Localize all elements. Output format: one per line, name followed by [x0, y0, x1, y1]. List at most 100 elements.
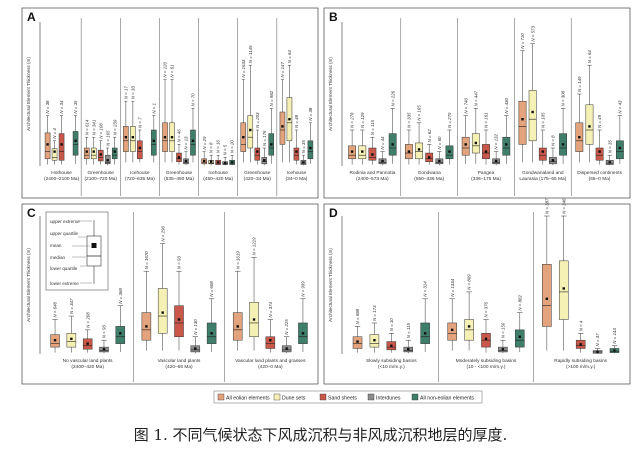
box: N = 176: [261, 130, 268, 166]
box: N = 61: [169, 64, 175, 163]
box: N = 374: [265, 301, 276, 353]
box: N = 225: [281, 319, 292, 354]
group-label: (>100 m/m.y.): [566, 364, 596, 370]
box-body: [157, 288, 168, 334]
box: N = 115: [403, 322, 413, 354]
group-label: Icehouse: [287, 170, 307, 176]
box-mean: [202, 159, 206, 163]
box-mean: [138, 146, 142, 150]
box: N = 710: [518, 33, 527, 163]
group: Vascular land plants and grasses(420–0 M…: [224, 212, 308, 382]
n-label: N = 93: [177, 256, 182, 270]
box: N = 149: [575, 76, 584, 163]
n-label: N = 614: [84, 119, 89, 135]
n-label: N = 1334: [450, 278, 455, 297]
box-mean: [391, 143, 394, 146]
box: N = 43: [615, 100, 624, 164]
group: Slowly subsiding basins(<10 m/m.y.) N = 6…: [352, 281, 430, 370]
n-label: N = 308: [561, 90, 566, 106]
box-mean: [124, 136, 128, 139]
n-label: N = 132: [494, 134, 499, 150]
box-mean: [53, 339, 57, 342]
box: N = 37: [592, 333, 603, 354]
box-mean: [613, 349, 616, 352]
n-label: N = 430: [504, 98, 509, 114]
panel-b: B Architectural Element Thickness (m) Rodi…: [323, 7, 631, 199]
group-label: Dispersed continents: [577, 170, 622, 176]
box-mean: [230, 161, 234, 164]
n-label: N = 376: [484, 301, 489, 317]
box-mean: [407, 347, 410, 351]
box-mean: [484, 150, 488, 153]
box: N = 147: [279, 62, 286, 163]
legend-item: Sand sheets: [319, 393, 357, 402]
box: N = 120: [162, 62, 168, 163]
panel-letter: B: [329, 10, 338, 24]
group-label: Vascular land plants: [158, 358, 201, 364]
panel-letter: A: [27, 10, 36, 24]
n-label: N = 35: [73, 100, 78, 114]
n-label: N = 64: [587, 50, 592, 64]
key-upper-quartile: upper quartile: [50, 231, 79, 236]
panel-letter: D: [329, 206, 338, 220]
box: N = 143: [609, 328, 620, 354]
box-mean: [474, 141, 478, 145]
box: N = 341: [90, 119, 97, 165]
n-label: N = 7: [137, 117, 142, 128]
box-body: [90, 147, 97, 160]
n-label: N = 368: [118, 288, 123, 304]
box-body: [44, 132, 51, 160]
box: N = 38: [307, 107, 314, 164]
box: N = 150: [498, 322, 508, 354]
n-label: N = 150: [501, 322, 506, 338]
n-label: N = 882: [517, 295, 522, 311]
n-label: N = 176: [262, 130, 267, 146]
n-label: N = 70: [191, 93, 196, 107]
key-lower-quartile: lower quartile: [50, 266, 78, 271]
box-mean: [145, 325, 148, 328]
box-mean: [184, 159, 188, 163]
box: N = 38: [44, 100, 51, 165]
box-body: [595, 147, 604, 161]
box: N = 278: [348, 112, 357, 165]
box: N = 29: [201, 136, 207, 166]
box-mean: [545, 297, 549, 300]
box-mean: [119, 332, 122, 335]
box-mean: [464, 143, 467, 146]
n-label: N = 62: [427, 129, 432, 143]
n-label: N = 982: [269, 90, 274, 106]
box-body: [518, 100, 527, 145]
box-mean: [505, 143, 508, 146]
key-mean: mean: [50, 243, 62, 248]
group-label: Gondwana: [418, 170, 442, 176]
group-label: (10 - <100 m/m.y.): [467, 364, 506, 370]
box-body: [538, 147, 547, 161]
box: N = 447: [471, 90, 480, 164]
box: N = 105: [538, 112, 547, 165]
box-mean: [85, 150, 88, 153]
box: N = 64: [286, 50, 293, 163]
box-body: [190, 129, 196, 156]
box-mean: [163, 136, 167, 139]
box: N = 35: [72, 100, 79, 164]
box-mean: [99, 153, 102, 156]
figure: A Architectural Element Thickness (m) Hoth…: [21, 7, 631, 404]
box-mean: [531, 110, 534, 114]
n-label: N = 290: [160, 226, 165, 242]
box-mean: [256, 150, 259, 153]
legend-item: All eolian elements: [217, 393, 270, 402]
box-mean: [356, 340, 359, 343]
legend-item: Dune sets: [273, 393, 306, 402]
n-label: N = 10: [389, 318, 394, 332]
box: N = 387: [542, 198, 552, 351]
legend-swatch: [273, 393, 281, 401]
box-body: [293, 147, 300, 161]
box: N = 93: [174, 256, 184, 351]
box-mean: [588, 125, 591, 128]
group-label: (2400–420 Ma): [71, 364, 104, 370]
box: N = 308: [559, 90, 567, 164]
box-mean: [74, 139, 77, 142]
group-label: (65–0 Ma): [589, 176, 611, 182]
panels: A Architectural Element Thickness (m) Hoth…: [21, 7, 631, 385]
box-mean: [177, 156, 181, 159]
